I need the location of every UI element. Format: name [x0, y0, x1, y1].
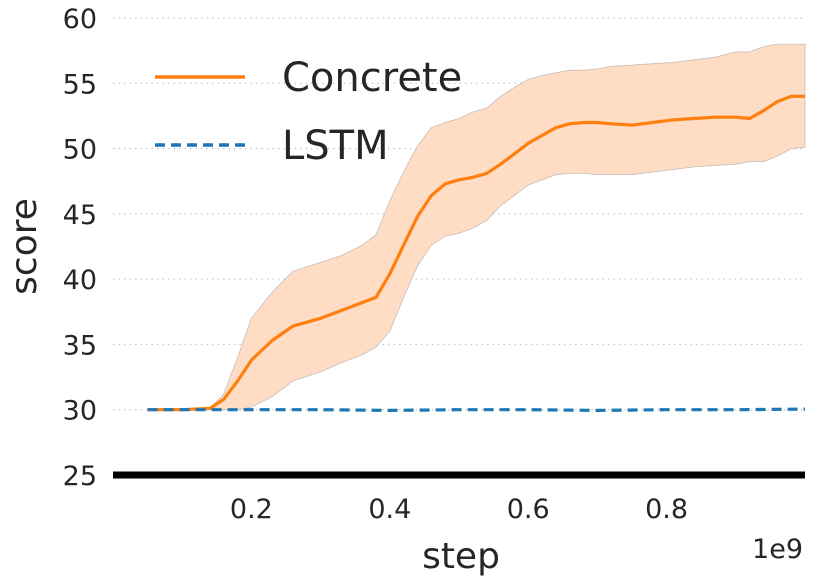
confidence-bands [147, 43, 806, 411]
x-tick-labels: 0.2 0.4 0.6 0.8 [230, 494, 688, 525]
x-tick-label-0.2: 0.2 [230, 494, 273, 525]
y-axis-label: score [4, 198, 45, 295]
y-tick-label-45: 45 [63, 200, 97, 231]
line-concrete [147, 94, 805, 412]
y-tick-label-40: 40 [63, 265, 97, 296]
x-axis-offset-label: 1e9 [752, 534, 803, 565]
legend-label-lstm: LSTM [282, 123, 389, 169]
x-axis-label: step [422, 536, 500, 577]
x-tick-label-0.8: 0.8 [645, 494, 688, 525]
y-tick-label-25: 25 [63, 461, 97, 492]
y-tick-labels: 25 30 35 40 45 50 55 60 [63, 4, 97, 492]
y-tick-label-35: 35 [63, 330, 97, 361]
legend: Concrete LSTM [155, 55, 462, 169]
series-lines [147, 94, 806, 412]
y-tick-label-50: 50 [63, 135, 97, 166]
legend-label-concrete: Concrete [282, 55, 462, 101]
y-tick-label-60: 60 [63, 4, 97, 35]
y-tick-label-30: 30 [63, 396, 97, 427]
x-tick-label-0.6: 0.6 [507, 494, 550, 525]
line-lstm [147, 407, 806, 412]
band-concrete [147, 43, 806, 411]
y-tick-label-55: 55 [63, 69, 97, 100]
x-tick-label-0.4: 0.4 [368, 494, 411, 525]
